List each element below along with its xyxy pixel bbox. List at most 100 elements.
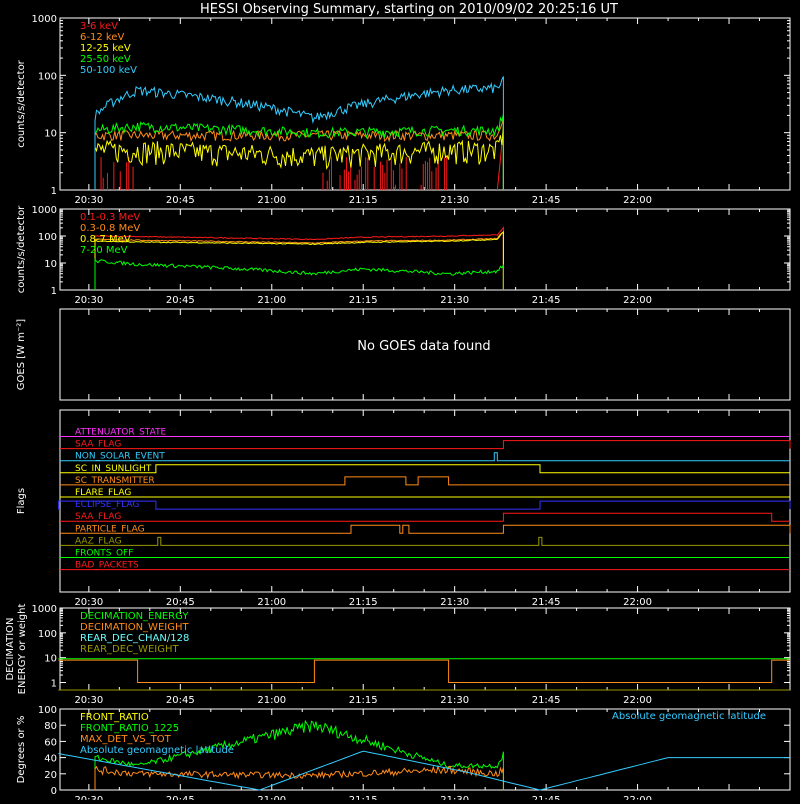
figure-title: HESSI Observing Summary, starting on 201… (200, 2, 618, 17)
series-12-25-keV (94, 125, 504, 190)
panel-2-frame (59, 208, 791, 291)
flag-label: BAD_PACKETS (75, 561, 139, 571)
series-geomag-latitude (58, 750, 790, 791)
series-MAX_DET_VS_TOT (94, 764, 504, 790)
y-tick-label: 0 (51, 786, 57, 797)
time-tick-label: 20:30 (74, 295, 103, 306)
legend-entry: MAX_DET_VS_TOT (80, 734, 172, 745)
y-tick-label: 1000 (32, 205, 57, 216)
legend-entry: 12-25 keV (80, 43, 131, 54)
y-tick-label: 80 (44, 721, 57, 732)
time-tick-label: 20:30 (74, 597, 103, 608)
time-tick-label: 21:15 (349, 295, 378, 306)
flag-trace (60, 512, 790, 522)
series-0.8-7-MeV (94, 231, 504, 290)
y-tick-label: 1 (51, 286, 57, 297)
time-tick-label: 20:30 (74, 695, 103, 706)
legend-entry: 3-6 keV (80, 21, 118, 32)
time-tick-label: 21:00 (257, 295, 286, 306)
series-25-50-keV (94, 114, 504, 190)
flag-label: SC_TRANSMITTER (75, 476, 155, 486)
time-tick-label: 21:30 (440, 597, 469, 608)
time-tick-label: 21:45 (532, 195, 561, 206)
time-tick-label: 22:00 (623, 195, 652, 206)
y-tick-label: 60 (44, 737, 57, 748)
time-tick-label: 21:45 (532, 597, 561, 608)
flag-trace (60, 464, 790, 474)
y-tick-label: 20 (44, 770, 57, 781)
flag-trace (60, 476, 790, 486)
legend-entry: Absolute geomagnetic latitude (80, 745, 234, 756)
y-tick-label: 10 (44, 654, 57, 665)
flag-trace (60, 524, 791, 534)
flag-label: ATTENUATOR_STATE (75, 428, 167, 438)
y-axis-label: Flags (16, 488, 27, 514)
series-0.1-0.3-MeV (94, 226, 504, 290)
time-tick-label: 20:45 (166, 795, 195, 800)
series-DECIMATION_WEIGHT (58, 659, 790, 683)
time-tick-label: 22:00 (623, 795, 652, 800)
panel-5: 20:30 20:45 21:00 21:15 21:30 21:45 22:00 1 10 10… (5, 604, 791, 706)
time-tick-label: 21:45 (532, 795, 561, 800)
flag-label: SAA_FLAG (75, 440, 121, 450)
time-tick-label: 21:00 (257, 695, 286, 706)
panel-2: 20:30 20:45 21:00 21:15 21:30 21:45 22:00 1 10 10… (16, 205, 791, 306)
series-FRONT_RATIO_1225 (94, 719, 504, 790)
flag-trace (60, 536, 790, 546)
flag-label: FRONTS_OFF (75, 549, 133, 559)
geomag-annotation: Absolute geomagnetic latitude (612, 711, 766, 722)
time-tick-label: 20:30 (74, 195, 103, 206)
flag-label: SAA_FLAG (75, 512, 121, 522)
panel-4: 20:30 20:45 21:00 21:15 21:30 21:45 22:00 Flags… (16, 409, 791, 608)
no-goes-message: No GOES data found (357, 339, 490, 354)
time-tick-label: 22:00 (623, 597, 652, 608)
legend-entry: 0.1-0.3 MeV (80, 212, 140, 223)
time-tick-label: 21:00 (257, 795, 286, 800)
y-tick-label: 1000 (32, 604, 57, 615)
y-axis-label: counts/s/detector (16, 59, 27, 147)
y-tick-label: 100 (38, 71, 57, 82)
y-tick-label: 10 (44, 129, 57, 140)
flag-label: SC_IN_SUNLIGHT (75, 464, 152, 474)
time-tick-label: 21:15 (349, 695, 378, 706)
time-tick-label: 21:00 (257, 195, 286, 206)
y-tick-label: 10 (44, 259, 57, 270)
flag-label: FLARE_FLAG (75, 488, 131, 498)
legend-entry: 0.8-7 MeV (80, 234, 131, 245)
y-axis-label: DECIMATION (5, 617, 16, 680)
y-tick-label: 100 (38, 629, 57, 640)
y-tick-label: 1 (51, 679, 57, 690)
legend-entry: 6-12 keV (80, 32, 124, 43)
y-tick-label: 40 (44, 754, 57, 765)
series-50-100-keV (94, 76, 504, 190)
time-tick-label: 22:00 (623, 695, 652, 706)
legend-entry: 25-50 keV (80, 54, 131, 65)
panel-6-frame (59, 708, 791, 791)
flag-trace (60, 452, 790, 462)
y-axis-label: ENERGY or weight (17, 604, 28, 695)
y-tick-label: 100 (38, 705, 57, 716)
legend-entry: DECIMATION_WEIGHT (80, 622, 189, 633)
time-tick-label: 20:45 (166, 195, 195, 206)
time-tick-label: 21:15 (349, 795, 378, 800)
legend-entry: 50-100 keV (80, 65, 137, 76)
y-axis-label: Degrees or % (16, 716, 27, 784)
legend-entry: REAR_DEC_CHAN/128 (80, 633, 189, 644)
flag-trace (60, 440, 791, 450)
time-tick-label: 21:30 (440, 795, 469, 800)
legend-entry: DECIMATION_ENERGY (80, 611, 189, 622)
time-tick-label: 21:45 (532, 295, 561, 306)
panel-3-frame (59, 308, 791, 401)
time-tick-label: 20:45 (166, 597, 195, 608)
flag-label: AAZ_FLAG (75, 536, 122, 546)
time-tick-label: 20:45 (166, 295, 195, 306)
time-tick-label: 21:30 (440, 295, 469, 306)
time-tick-label: 20:30 (74, 795, 103, 800)
y-tick-label: 1000 (32, 14, 57, 25)
flag-label: ECLIPSE_FLAG (75, 500, 139, 510)
legend-entry: FRONT_RATIO_1225 (80, 723, 179, 734)
time-tick-label: 21:30 (440, 195, 469, 206)
legend-entry: 7-20 MeV (80, 245, 128, 256)
